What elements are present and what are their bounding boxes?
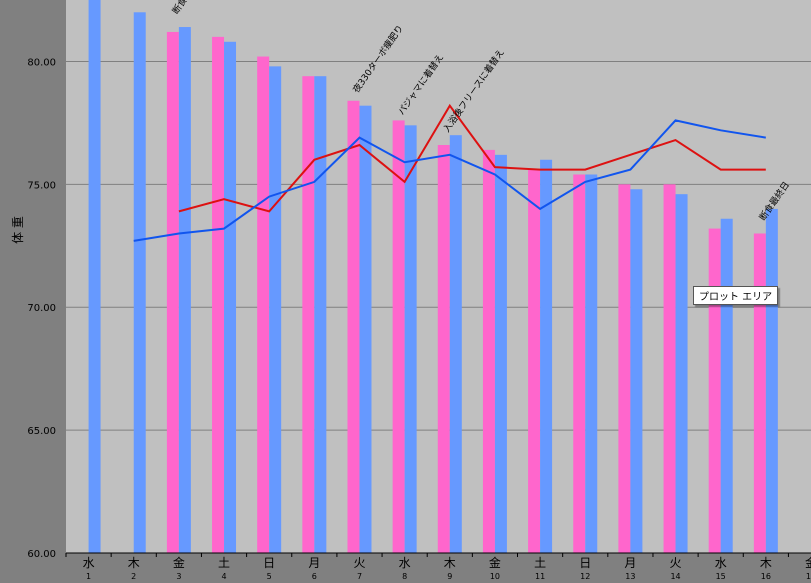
bar-pink xyxy=(482,149,495,553)
x-tick-day: 日 xyxy=(263,556,275,570)
x-tick-day: 水 xyxy=(83,556,95,570)
x-tick-day: 土 xyxy=(218,556,230,570)
bar-blue xyxy=(630,189,643,553)
bar-blue xyxy=(269,66,282,554)
x-tick-day: 木 xyxy=(128,556,140,570)
bar-pink xyxy=(618,184,631,554)
bar-pink xyxy=(166,31,179,553)
y-tick-label: 75.00 xyxy=(27,180,56,191)
x-tick-day: 金 xyxy=(805,555,811,570)
bar-blue xyxy=(540,159,553,553)
x-tick-day: 木 xyxy=(444,556,456,570)
x-tick-date: 12 xyxy=(580,572,590,581)
x-tick-date: 10 xyxy=(490,572,500,581)
bar-blue xyxy=(404,125,417,553)
x-tick-date: 6 xyxy=(312,572,317,581)
line-red xyxy=(178,103,766,213)
x-tick-date: 15 xyxy=(716,572,726,581)
y-tick-label: 60.00 xyxy=(27,549,56,560)
x-tick-date: 1 xyxy=(86,572,91,581)
y-tick-label: 70.00 xyxy=(27,303,56,314)
x-tick-date: 3 xyxy=(176,572,181,581)
bar-blue xyxy=(494,154,507,553)
x-tick-date: 17 xyxy=(806,572,811,581)
bar-blue xyxy=(765,208,778,553)
bar-pink xyxy=(212,36,225,554)
x-tick-day: 金 xyxy=(173,555,185,570)
x-tick-day: 火 xyxy=(353,556,365,570)
bar-pink xyxy=(528,169,541,553)
x-tick-day: 水 xyxy=(715,556,727,570)
bar-pink xyxy=(753,233,766,553)
x-tick-day: 火 xyxy=(670,556,682,570)
x-tick-date: 2 xyxy=(131,572,136,581)
bar-blue xyxy=(359,105,372,553)
bar-pink xyxy=(573,174,586,553)
plot-area-tooltip: プロット エリア xyxy=(693,286,779,305)
bar-blue xyxy=(178,27,191,553)
x-tick-date: 8 xyxy=(402,572,407,581)
x-tick-date: 11 xyxy=(535,572,545,581)
bar-blue xyxy=(88,0,101,553)
bar-blue xyxy=(224,41,237,553)
x-tick-date: 13 xyxy=(625,572,635,581)
x-tick-date: 9 xyxy=(447,572,452,581)
bar-pink xyxy=(302,76,315,554)
x-tick-day: 水 xyxy=(399,556,411,570)
bar-blue xyxy=(449,135,462,553)
x-tick-day: 土 xyxy=(534,556,546,570)
y-axis-label: 体 重 xyxy=(11,216,25,244)
x-tick-date: 4 xyxy=(221,572,226,581)
x-tick-day: 金 xyxy=(489,555,501,570)
x-tick-date: 7 xyxy=(357,572,362,581)
y-tick-label: 80.00 xyxy=(27,57,56,68)
line-blue xyxy=(133,119,766,242)
x-tick-day: 木 xyxy=(760,556,772,570)
bar-pink xyxy=(708,228,721,553)
bar-pink xyxy=(437,145,450,553)
bar-pink xyxy=(347,100,360,553)
x-tick-date: 14 xyxy=(670,572,680,581)
bar-blue xyxy=(314,76,327,554)
x-tick-date: 16 xyxy=(761,572,771,581)
x-tick-day: 日 xyxy=(579,556,591,570)
x-tick-date: 5 xyxy=(267,572,272,581)
bar-pink xyxy=(663,184,676,554)
bar-pink xyxy=(257,56,270,553)
y-tick-label: 65.00 xyxy=(27,426,56,437)
bar-blue xyxy=(133,12,146,554)
bar-blue xyxy=(675,194,688,554)
bar-blue xyxy=(720,218,733,553)
x-tick-day: 月 xyxy=(624,556,636,570)
x-tick-day: 月 xyxy=(308,556,320,570)
bar-pink xyxy=(392,120,405,553)
bar-blue xyxy=(585,174,598,553)
